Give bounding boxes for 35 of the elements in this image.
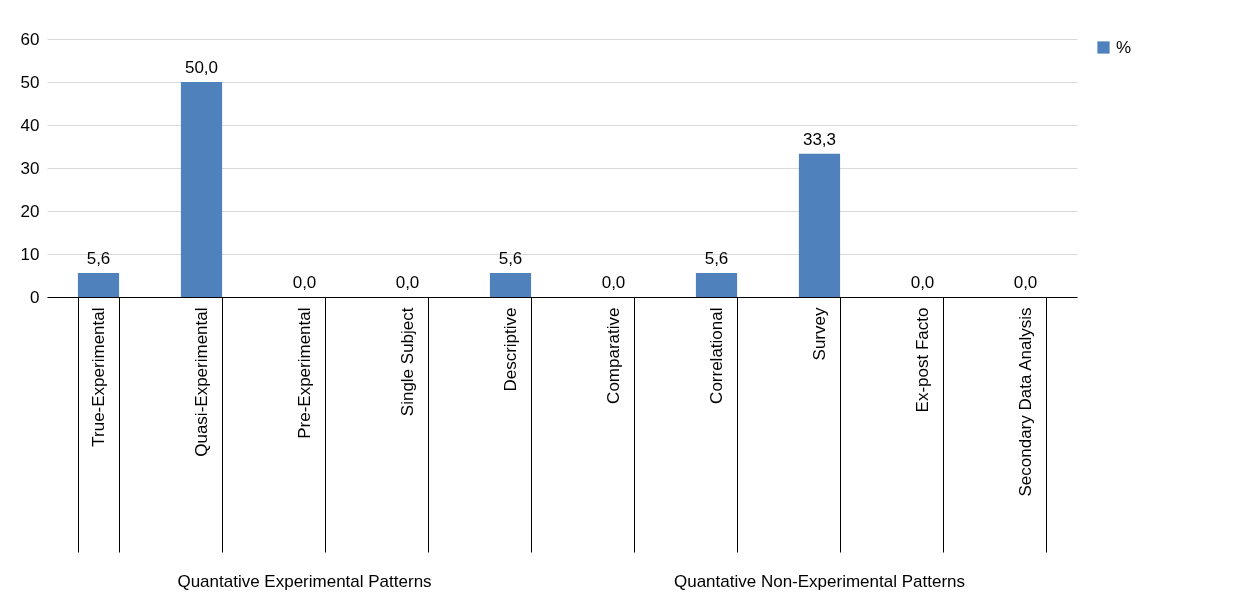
- data-label: 0,0: [1013, 273, 1038, 292]
- data-label: 5,6: [498, 248, 523, 268]
- x-tick-label: Single Subject: [398, 307, 417, 417]
- y-tick-label: 50: [20, 72, 40, 92]
- data-label: 0,0: [395, 273, 420, 292]
- text: Quantative Experimental Patterns: [177, 572, 432, 591]
- data-label: 33,3: [802, 129, 837, 149]
- y-tick-label: 20: [20, 201, 40, 221]
- legend-label: %: [1116, 37, 1132, 57]
- data-label: 0,0: [292, 273, 317, 292]
- data-label: 5,6: [86, 248, 111, 268]
- text: Quantative Non-Experimental Patterns: [673, 572, 966, 591]
- x-tick-label: Correlational: [707, 307, 726, 404]
- x-tick-label: Quasi-Experimental: [192, 307, 211, 457]
- bar: [798, 153, 841, 297]
- x-tick-label: Ex-post Facto: [913, 307, 932, 413]
- data-label: 0,0: [910, 273, 935, 292]
- bar: [489, 272, 532, 297]
- y-tick-label: 30: [20, 158, 40, 178]
- y-tick-label: 40: [20, 115, 40, 135]
- x-tick-label: Descriptive: [501, 307, 520, 392]
- x-tick-label: True-Experimental: [89, 307, 108, 447]
- x-tick-label: Secondary Data Analysis: [1016, 307, 1035, 497]
- x-tick-label: Survey: [810, 307, 829, 361]
- x-tick-label: Pre-Experimental: [295, 307, 314, 439]
- bar: [695, 272, 738, 297]
- y-tick-label: 0: [30, 287, 40, 307]
- x-tick-label: Comparative: [604, 307, 623, 404]
- y-tick-label: 60: [20, 29, 40, 49]
- data-label: 0,0: [601, 273, 626, 292]
- data-label: 5,6: [704, 248, 729, 268]
- data-label: 50,0: [184, 58, 219, 77]
- bar: [180, 82, 223, 297]
- bar: [77, 272, 120, 297]
- y-tick-label: 10: [20, 244, 40, 264]
